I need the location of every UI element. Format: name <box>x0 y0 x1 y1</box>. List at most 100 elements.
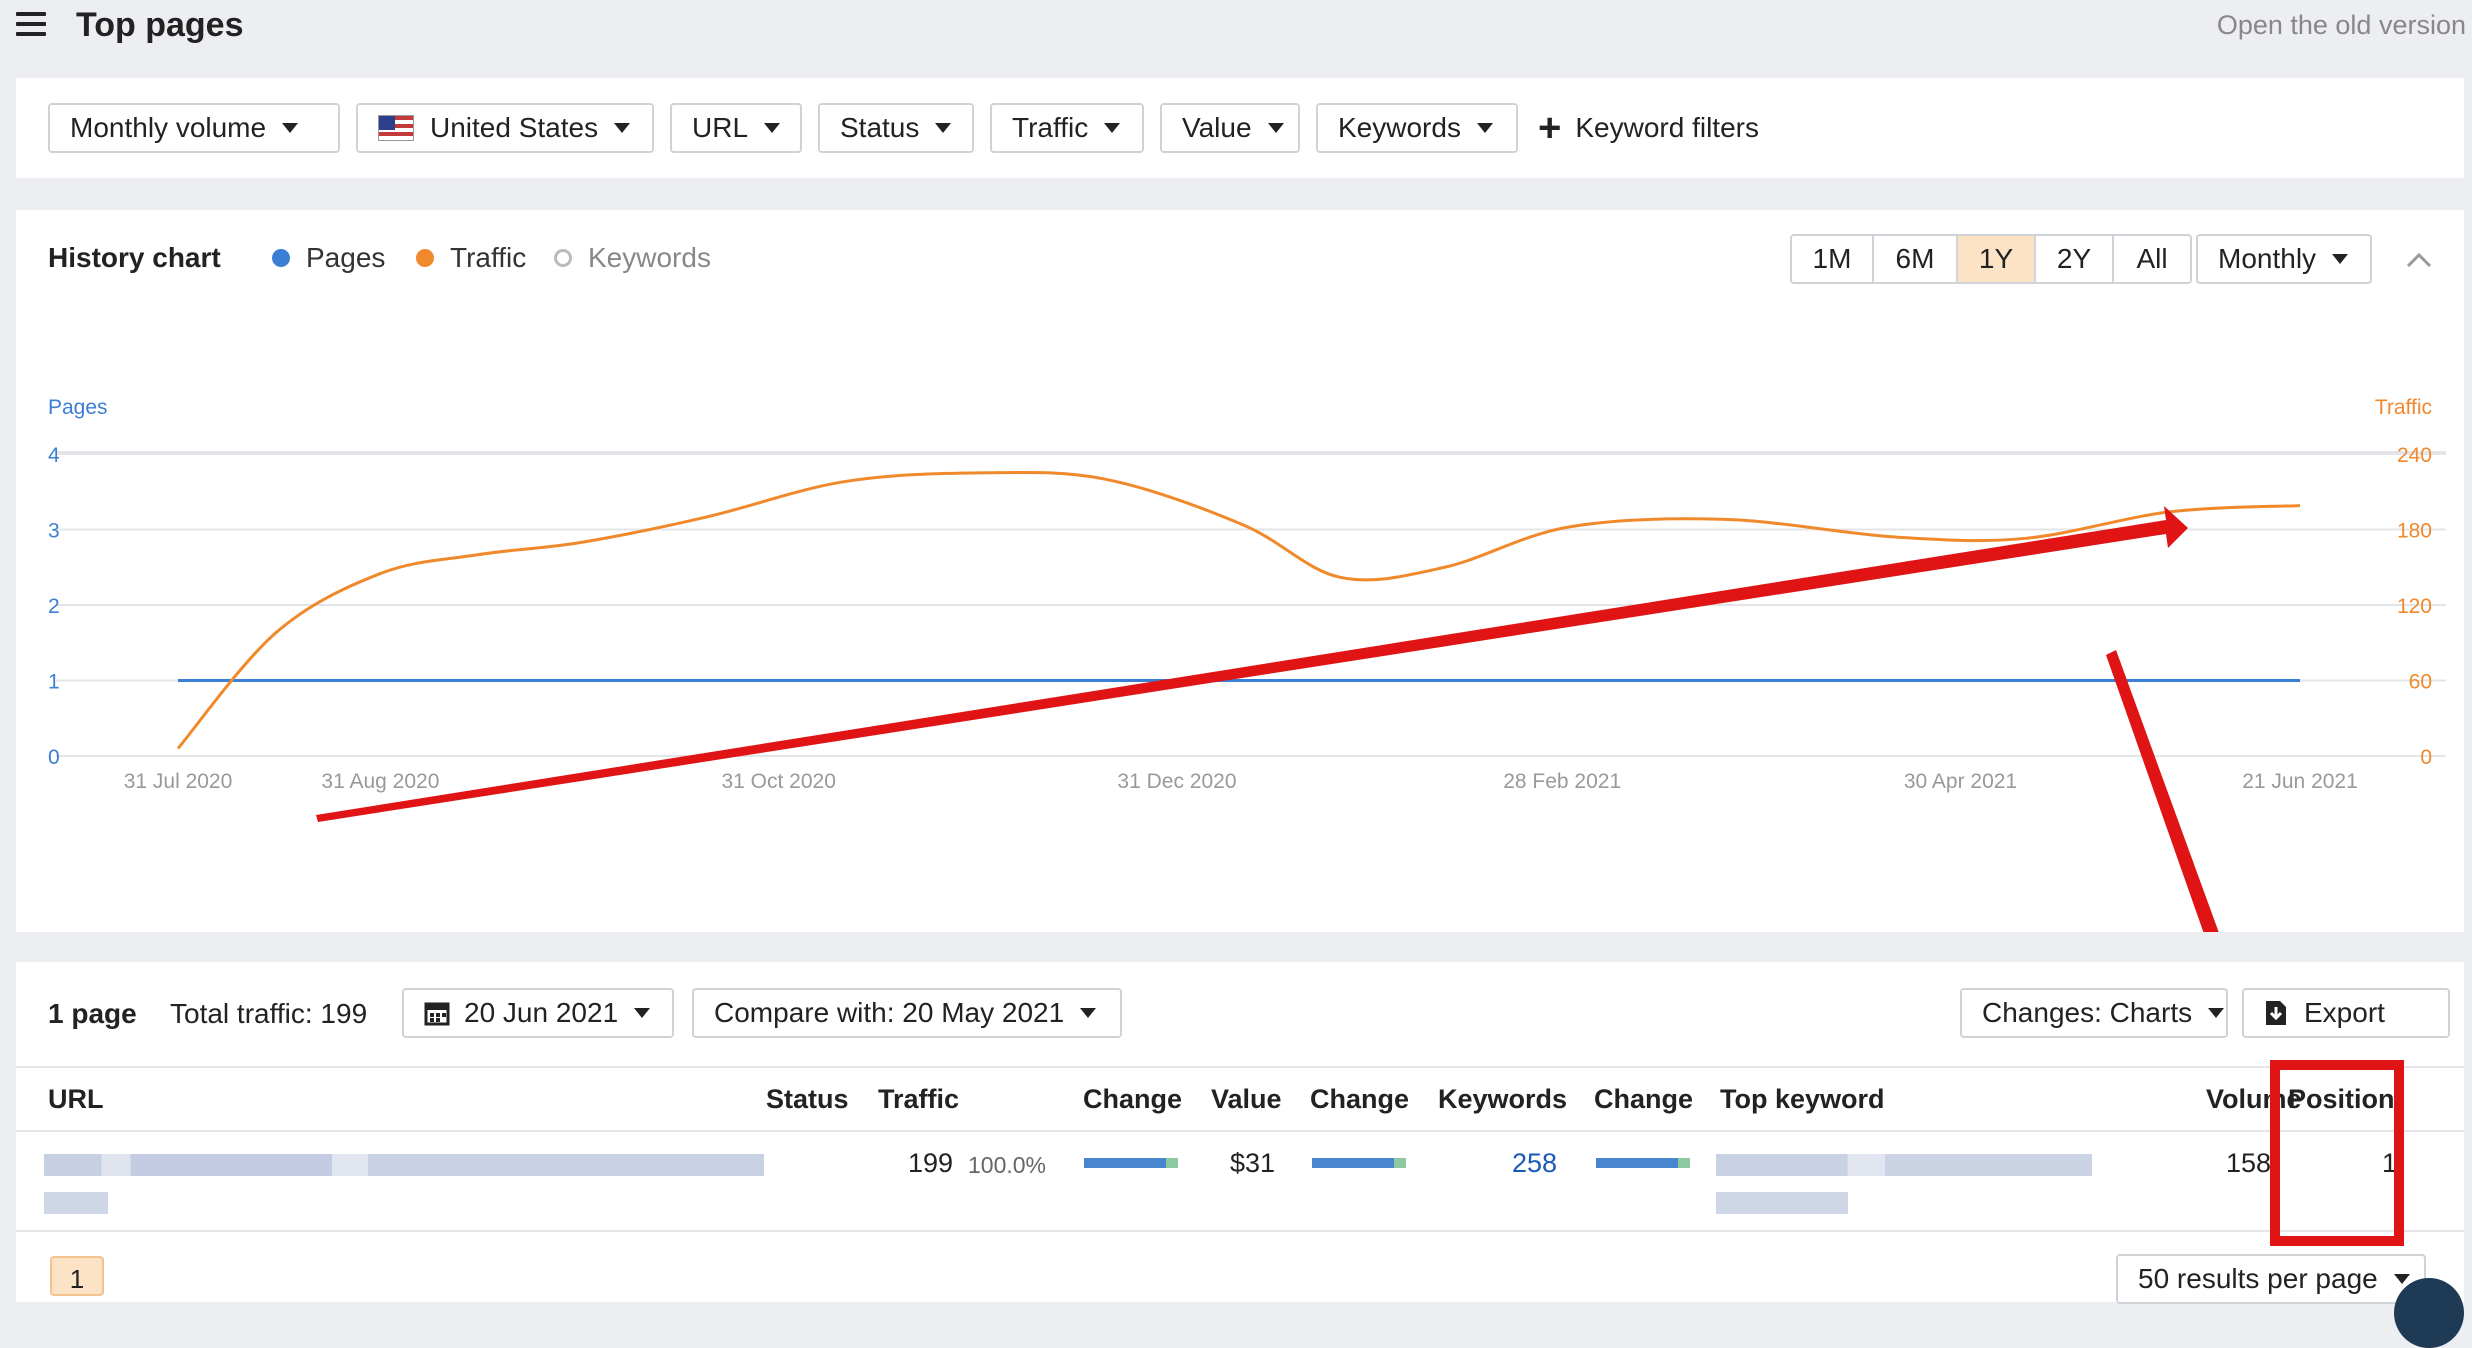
legend-label: Pages <box>306 242 386 273</box>
col-volume[interactable]: Volume <box>2206 1084 2302 1114</box>
compare-dropdown[interactable]: Compare with: 20 May 2021 <box>692 988 1122 1038</box>
range-6m-button[interactable]: 6M <box>1874 236 1958 282</box>
col-status[interactable]: Status <box>766 1084 849 1114</box>
col-top-keyword[interactable]: Top keyword <box>1720 1084 1885 1114</box>
export-button[interactable]: Export <box>2242 988 2450 1038</box>
traffic-change-bar <box>1084 1158 1178 1168</box>
series-line-traffic <box>176 470 2301 750</box>
range-1m-button[interactable]: 1M <box>1792 236 1874 282</box>
left-axis-tick-label: 3 <box>48 520 60 543</box>
history-line-chart: 0 0 1 60 2 120 3 180 4 240 Pages Traffic 31 Jul 2020… <box>48 396 2446 932</box>
status-dropdown[interactable]: Status <box>818 103 974 153</box>
changes-dropdown[interactable]: Changes: Charts <box>1960 988 2228 1038</box>
value-dropdown[interactable]: Value <box>1160 103 1300 153</box>
caret-down-icon <box>634 1008 651 1018</box>
blurred-top-keyword[interactable] <box>1716 1192 1848 1214</box>
caret-down-icon <box>282 123 299 133</box>
dropdown-label: URL <box>692 112 749 143</box>
history-chart-panel: History chart Pages Traffic Keywords 1M … <box>16 210 2464 932</box>
col-keywords[interactable]: Keywords <box>1438 1084 1568 1114</box>
col-traffic[interactable]: Traffic <box>878 1084 960 1114</box>
history-chart-title: History chart <box>48 242 221 273</box>
page-1-button[interactable]: 1 <box>50 1256 104 1296</box>
caret-down-icon <box>614 123 631 133</box>
keyword-filters-button[interactable]: + Keyword filters <box>1538 103 1759 153</box>
keyword-filters-label: Keyword filters <box>1575 112 1759 143</box>
blurred-top-keyword[interactable] <box>1716 1154 2092 1176</box>
dropdown-label: Status <box>840 112 920 143</box>
col-keywords-change[interactable]: Change <box>1594 1084 1694 1114</box>
position-value: 1 <box>2382 1148 2398 1178</box>
monthly-volume-dropdown[interactable]: Monthly volume <box>48 103 340 153</box>
x-axis-tick-label: 31 Jul 2020 <box>124 770 233 793</box>
col-value[interactable]: Value <box>1211 1084 1282 1114</box>
range-2y-button[interactable]: 2Y <box>2036 236 2114 282</box>
caret-down-icon <box>2208 1008 2225 1018</box>
interval-dropdown[interactable]: Monthly <box>2196 234 2372 284</box>
range-all-button[interactable]: All <box>2136 243 2168 274</box>
col-traffic-change[interactable]: Change <box>1083 1084 1183 1114</box>
top-pages-table-panel: 1 page Total traffic: 199 20 Jun 2021 Co… <box>16 962 2464 1348</box>
page-count: 1 page <box>48 998 137 1029</box>
x-axis-tick-label: 28 Feb 2021 <box>1503 770 1621 793</box>
caret-down-icon <box>2393 1274 2410 1284</box>
keywords-change-bar <box>1596 1158 1690 1168</box>
dropdown-label: Value <box>1182 112 1252 143</box>
caret-down-icon <box>2332 254 2349 264</box>
url-dropdown[interactable]: URL <box>670 103 802 153</box>
divider <box>16 1130 2464 1132</box>
value-amount: $31 <box>1230 1148 1276 1178</box>
traffic-dropdown[interactable]: Traffic <box>990 103 1144 153</box>
caret-down-icon <box>1267 123 1284 133</box>
changes-label: Changes: Charts <box>1982 997 2193 1028</box>
position-highlight-box <box>2270 1060 2404 1246</box>
col-url[interactable]: URL <box>48 1084 104 1114</box>
col-value-change[interactable]: Change <box>1310 1084 1410 1114</box>
pages-dot-icon <box>272 249 290 267</box>
dropdown-label: Monthly volume <box>70 112 267 143</box>
right-axis-tick-label: 240 <box>2397 444 2432 467</box>
range-1y-button[interactable]: 1Y <box>1958 236 2036 282</box>
divider <box>16 1230 2464 1232</box>
date-picker[interactable]: 20 Jun 2021 <box>402 988 674 1038</box>
legend-keywords[interactable]: Keywords <box>554 242 711 274</box>
traffic-dot-icon <box>416 249 434 267</box>
divider <box>16 1066 2464 1068</box>
caret-down-icon <box>935 123 952 133</box>
open-old-version-link[interactable]: Open the old version <box>2216 10 2466 40</box>
left-axis-tick-label: 0 <box>48 746 60 769</box>
country-dropdown[interactable]: United States <box>356 103 654 153</box>
value-change-bar <box>1312 1158 1406 1168</box>
filter-bar: Monthly volume United States URL Status … <box>16 78 2464 178</box>
help-chat-icon[interactable] <box>2394 1278 2464 1348</box>
legend-traffic[interactable]: Traffic <box>416 242 526 274</box>
right-axis-tick-label: 180 <box>2397 520 2432 543</box>
per-page-dropdown[interactable]: 50 results per page <box>2116 1254 2426 1304</box>
dropdown-label: United States <box>430 112 599 143</box>
volume-value: 158 <box>2226 1148 2272 1178</box>
right-axis-tick-label: 120 <box>2397 595 2432 618</box>
left-axis-tick-label: 2 <box>48 595 60 618</box>
left-axis-label: Pages <box>48 396 108 419</box>
blurred-url[interactable] <box>44 1154 764 1176</box>
hamburger-menu-icon[interactable] <box>16 12 46 38</box>
chevron-up-icon[interactable] <box>2406 250 2432 270</box>
annotation-arrows <box>316 506 2219 932</box>
total-traffic: Total traffic: 199 <box>170 998 368 1029</box>
legend-label: Traffic <box>450 242 527 273</box>
plus-icon: + <box>1538 106 1562 150</box>
dropdown-label: Traffic <box>1012 112 1089 143</box>
caret-down-icon <box>1476 123 1493 133</box>
col-position[interactable]: Position <box>2288 1084 2395 1114</box>
keywords-dot-icon <box>554 249 572 267</box>
keywords-count-link[interactable]: 258 <box>1512 1148 1558 1178</box>
legend-pages[interactable]: Pages <box>272 242 385 274</box>
us-flag-icon <box>378 115 414 141</box>
per-page-label: 50 results per page <box>2138 1263 2378 1294</box>
x-axis-tick-label: 21 Jun 2021 <box>2242 770 2358 793</box>
right-axis-label: Traffic <box>2375 396 2432 419</box>
blurred-url[interactable] <box>44 1192 108 1214</box>
x-axis-tick-label: 31 Aug 2020 <box>321 770 439 793</box>
keywords-dropdown[interactable]: Keywords <box>1316 103 1518 153</box>
left-axis-tick-label: 4 <box>48 444 60 467</box>
